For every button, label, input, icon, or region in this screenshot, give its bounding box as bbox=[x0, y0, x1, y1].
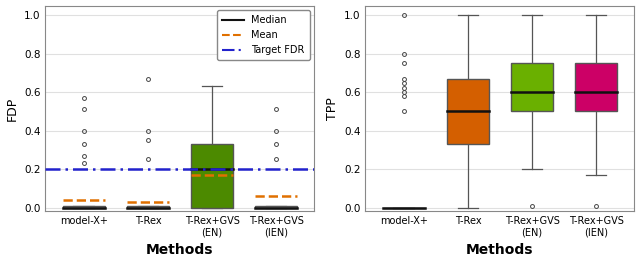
Bar bbox=[63, 206, 105, 208]
X-axis label: Methods: Methods bbox=[146, 244, 214, 257]
Bar bbox=[511, 63, 553, 111]
Y-axis label: FDP: FDP bbox=[6, 96, 19, 121]
Legend: Median, Mean, Target FDR: Median, Mean, Target FDR bbox=[218, 11, 310, 60]
Bar bbox=[191, 144, 233, 208]
X-axis label: Methods: Methods bbox=[466, 244, 534, 257]
Bar bbox=[447, 79, 489, 144]
Bar bbox=[255, 206, 297, 208]
Bar bbox=[127, 206, 169, 208]
Bar bbox=[575, 63, 617, 111]
Y-axis label: TPP: TPP bbox=[326, 97, 339, 120]
